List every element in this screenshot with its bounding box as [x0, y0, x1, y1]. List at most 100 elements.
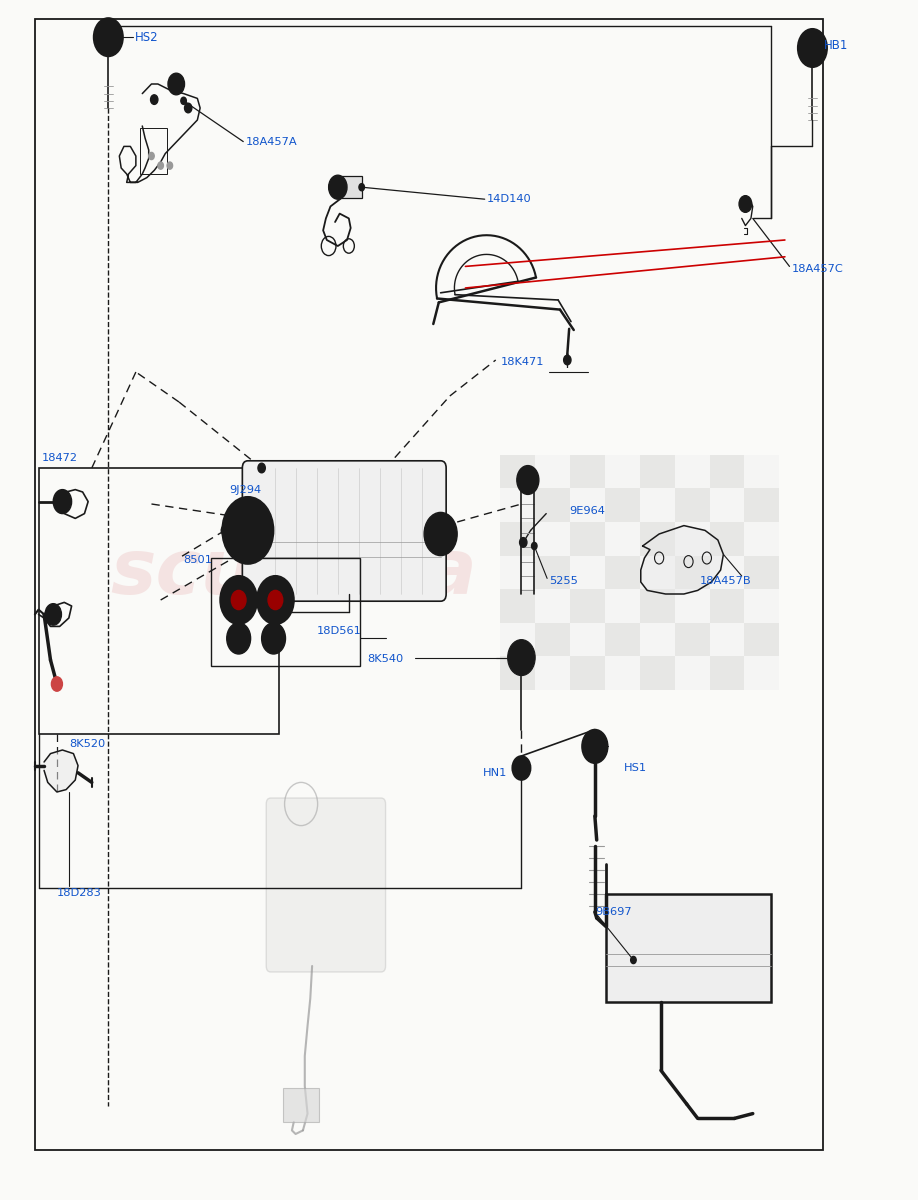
Text: 18A457B: 18A457B: [700, 576, 751, 586]
Circle shape: [798, 29, 827, 67]
Text: 9J294: 9J294: [230, 485, 262, 494]
Circle shape: [45, 604, 62, 625]
Bar: [500, 556, 535, 589]
Bar: [710, 455, 744, 488]
Bar: [283, 1088, 319, 1122]
Circle shape: [518, 763, 525, 773]
Text: 8K520: 8K520: [69, 739, 105, 749]
Circle shape: [228, 586, 250, 614]
Bar: [500, 589, 535, 623]
Bar: [605, 623, 640, 656]
Text: 18A457C: 18A457C: [791, 264, 843, 274]
Circle shape: [431, 522, 450, 546]
Bar: [39, 468, 279, 734]
Bar: [675, 455, 710, 488]
Circle shape: [158, 162, 163, 169]
Bar: [640, 488, 675, 522]
Bar: [710, 589, 744, 623]
Text: 14D140: 14D140: [487, 194, 532, 204]
Bar: [535, 589, 570, 623]
Bar: [710, 488, 744, 522]
Circle shape: [268, 631, 279, 646]
Text: 9E964: 9E964: [569, 506, 605, 516]
Bar: [605, 656, 640, 690]
Circle shape: [243, 524, 252, 536]
Circle shape: [590, 740, 599, 752]
Bar: [675, 522, 710, 556]
Circle shape: [222, 497, 274, 564]
Bar: [744, 522, 779, 556]
Bar: [675, 556, 710, 589]
Bar: [341, 176, 362, 198]
Circle shape: [181, 97, 186, 104]
Bar: [710, 522, 744, 556]
Circle shape: [517, 466, 539, 494]
Bar: [605, 556, 640, 589]
Bar: [710, 556, 744, 589]
Circle shape: [564, 355, 571, 365]
Text: 18A457A: 18A457A: [246, 137, 297, 146]
Bar: [570, 623, 605, 656]
Circle shape: [167, 162, 173, 169]
Circle shape: [94, 18, 123, 56]
Text: 18D283: 18D283: [57, 888, 102, 898]
Circle shape: [739, 196, 752, 212]
Circle shape: [104, 31, 113, 43]
Text: 8501: 8501: [184, 556, 213, 565]
Text: 18D561: 18D561: [317, 626, 362, 636]
Bar: [675, 589, 710, 623]
Circle shape: [257, 576, 294, 624]
Circle shape: [221, 526, 229, 535]
Circle shape: [264, 586, 286, 614]
Text: scuderia: scuderia: [110, 536, 477, 610]
Text: 18472: 18472: [41, 454, 77, 463]
Circle shape: [359, 184, 364, 191]
Circle shape: [424, 512, 457, 556]
Bar: [675, 656, 710, 690]
Circle shape: [151, 95, 158, 104]
Circle shape: [149, 152, 154, 160]
Bar: [570, 455, 605, 488]
Bar: [211, 558, 360, 666]
Bar: [605, 589, 640, 623]
Text: HB1: HB1: [823, 40, 848, 52]
Circle shape: [262, 623, 285, 654]
Circle shape: [53, 490, 72, 514]
Circle shape: [51, 677, 62, 691]
Bar: [675, 623, 710, 656]
Bar: [640, 556, 675, 589]
Circle shape: [233, 511, 263, 550]
Circle shape: [168, 73, 185, 95]
Bar: [640, 589, 675, 623]
Circle shape: [227, 623, 251, 654]
Circle shape: [329, 175, 347, 199]
Bar: [535, 623, 570, 656]
Circle shape: [582, 730, 608, 763]
Circle shape: [258, 463, 265, 473]
Bar: [606, 894, 771, 1002]
Bar: [500, 455, 535, 488]
Bar: [640, 656, 675, 690]
Bar: [640, 455, 675, 488]
Bar: [744, 589, 779, 623]
Circle shape: [185, 103, 192, 113]
Bar: [640, 623, 675, 656]
Circle shape: [220, 576, 257, 624]
Text: 18K471: 18K471: [500, 358, 543, 367]
Bar: [710, 623, 744, 656]
Bar: [570, 589, 605, 623]
Bar: [675, 488, 710, 522]
Bar: [744, 455, 779, 488]
Circle shape: [808, 42, 817, 54]
Bar: [570, 656, 605, 690]
Circle shape: [233, 631, 244, 646]
Bar: [500, 623, 535, 656]
Bar: [140, 128, 167, 174]
Bar: [500, 488, 535, 522]
Bar: [744, 488, 779, 522]
Circle shape: [631, 956, 636, 964]
Text: 9B697: 9B697: [595, 907, 632, 917]
Circle shape: [514, 648, 529, 667]
Circle shape: [508, 640, 535, 676]
Bar: [535, 455, 570, 488]
